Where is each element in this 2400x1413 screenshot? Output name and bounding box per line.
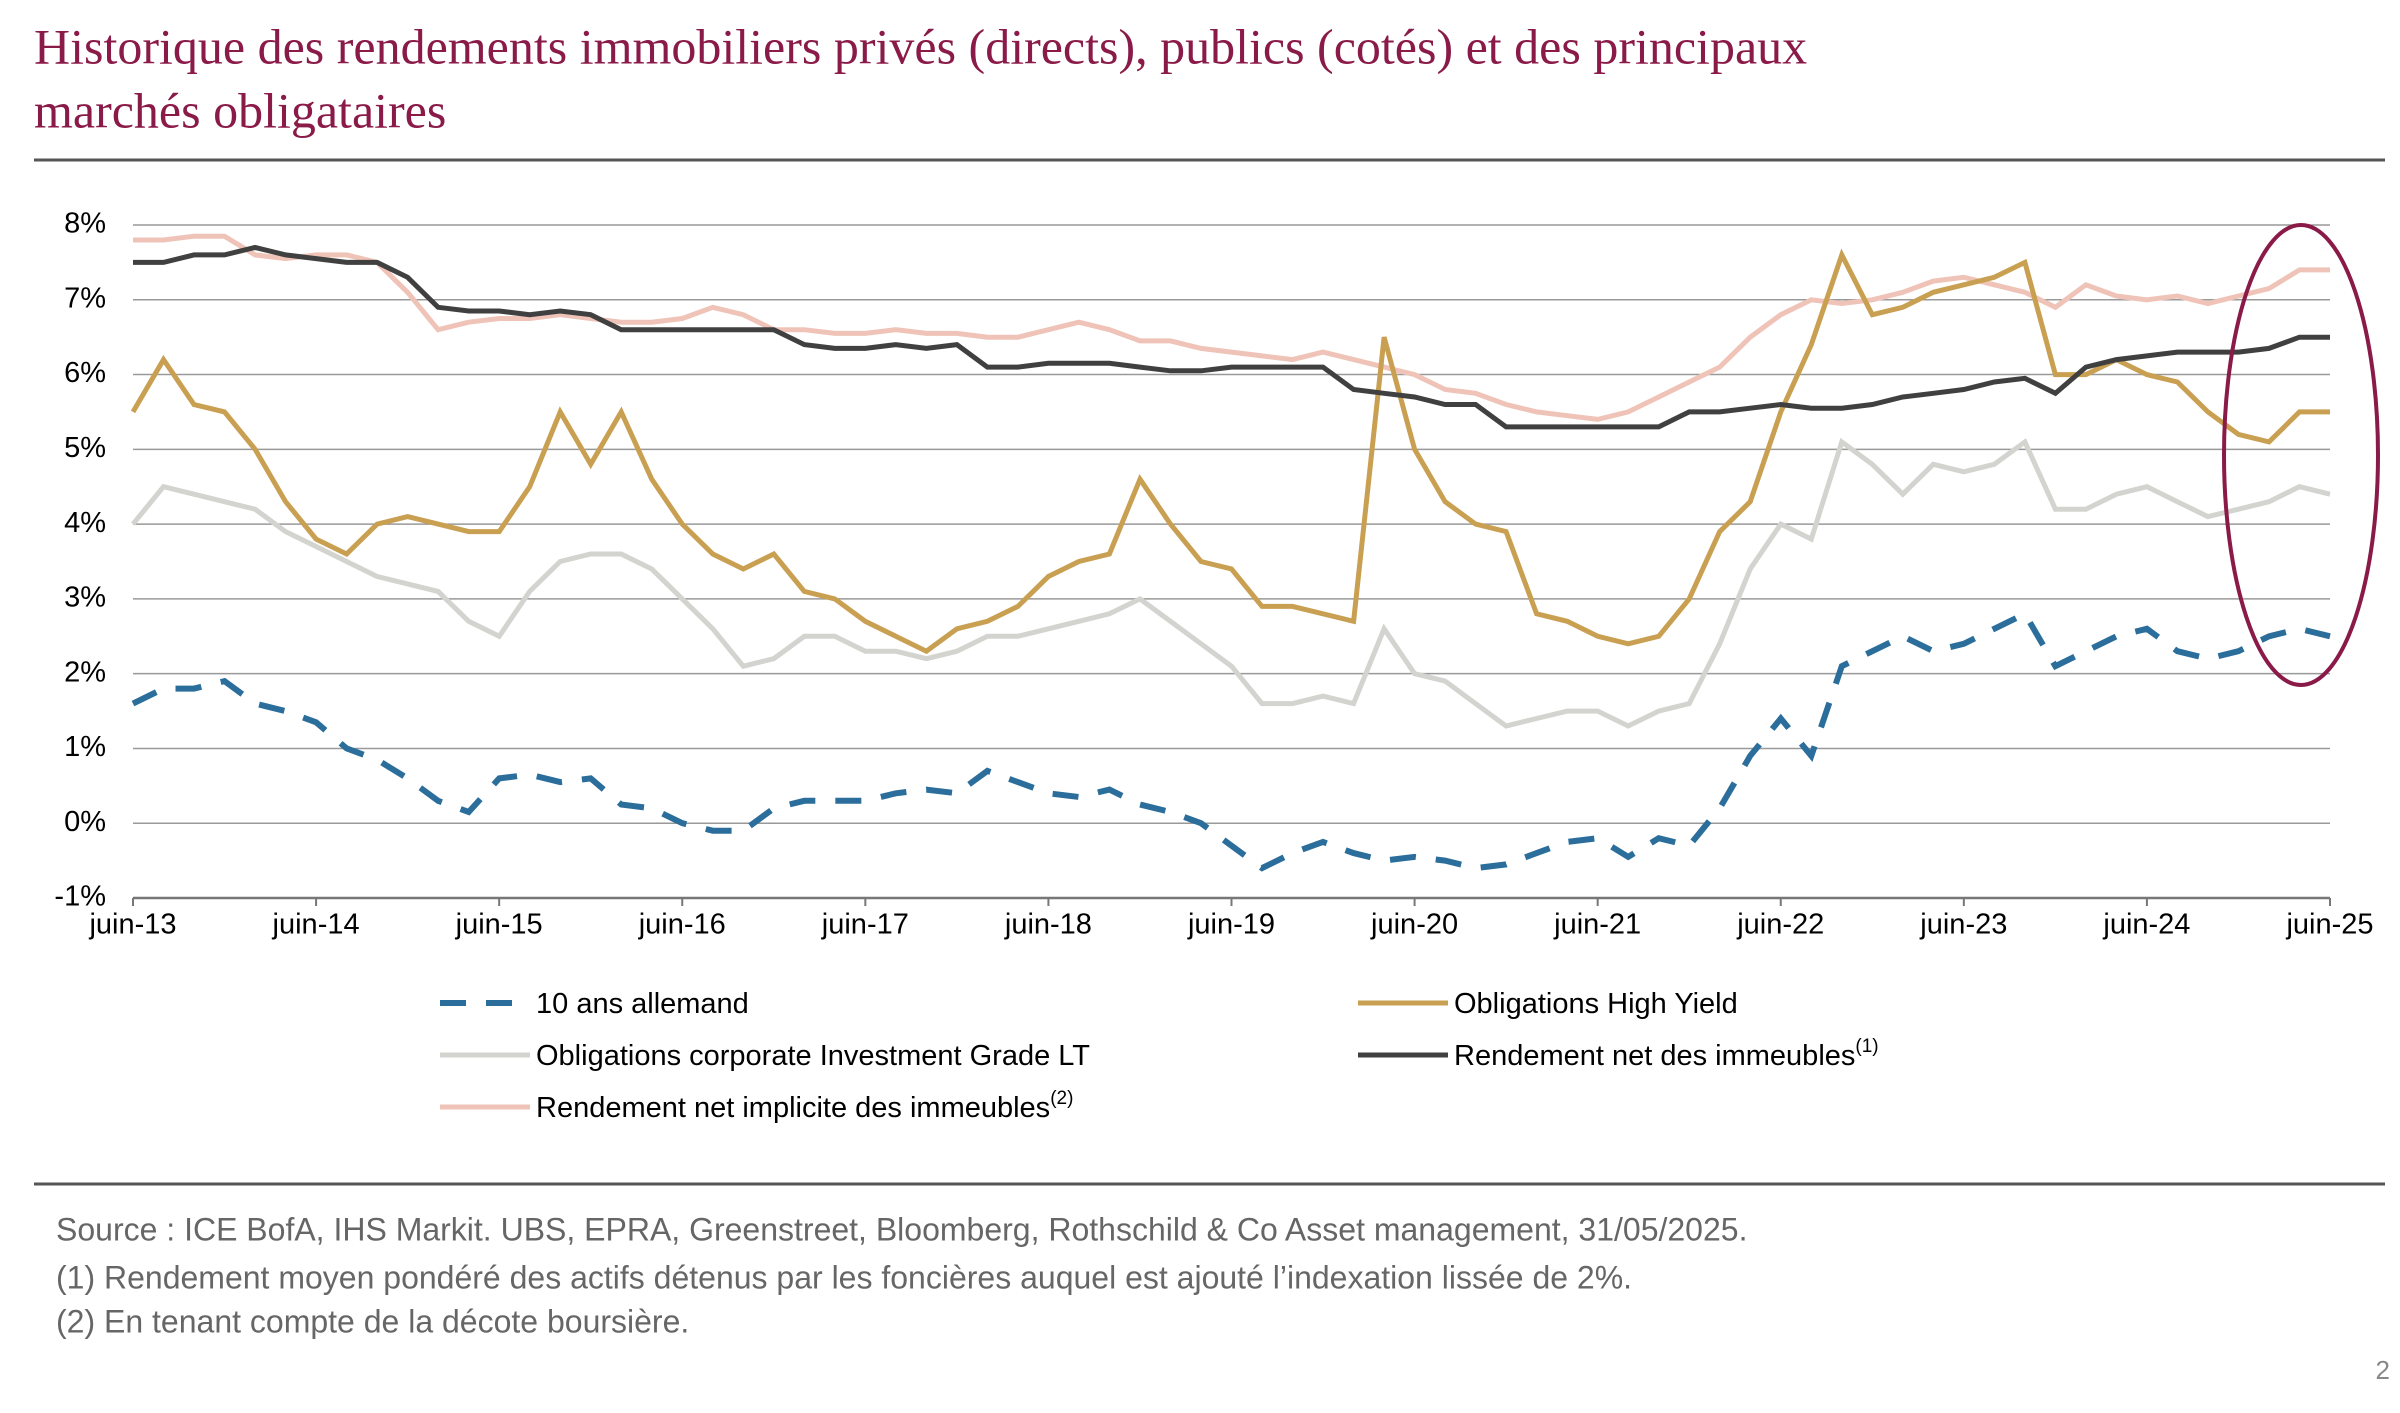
legend-name: Rendement net des immeubles — [1454, 1040, 1855, 1072]
series-line — [131, 609, 2331, 872]
series-line — [130, 248, 2330, 655]
y-tick-label: 2% — [64, 656, 106, 688]
x-tick-label: juin-23 — [1919, 909, 2007, 941]
y-tick-label: -1% — [54, 881, 106, 913]
x-tick-label: juin-22 — [1736, 909, 1824, 941]
legend-name: 10 ans allemand — [536, 988, 749, 1020]
legend-label: Rendement net implicite des immeubles(2) — [536, 1088, 1073, 1124]
footnote: (2) En tenant compte de la décote boursi… — [56, 1303, 689, 1339]
source-note: Source : ICE BofA, IHS Markit. UBS, EPRA… — [56, 1211, 1747, 1247]
title-line: marchés obligataires — [34, 82, 446, 138]
x-tick-label: juin-17 — [821, 909, 909, 941]
legend-label: 10 ans allemand — [536, 988, 749, 1020]
title-line: Historique des rendements immobiliers pr… — [34, 18, 1807, 74]
y-tick-label: 8% — [64, 208, 106, 240]
y-tick-label: 6% — [64, 357, 106, 389]
series-line — [133, 244, 2330, 430]
y-tick-label: 1% — [64, 731, 106, 763]
footnote: (1) Rendement moyen pondéré des actifs d… — [56, 1259, 1632, 1295]
x-tick-label: juin-20 — [1370, 909, 1458, 941]
legend-name: Rendement net implicite des immeubles — [536, 1092, 1050, 1124]
legend-name: Obligations High Yield — [1454, 988, 1738, 1020]
x-tick-label: juin-15 — [455, 909, 543, 941]
legend-note: (2) — [1050, 1088, 1073, 1109]
legend-note: (1) — [1855, 1036, 1878, 1057]
legend-name: Obligations corporate Investment Grade L… — [536, 1040, 1090, 1072]
x-tick-label: juin-25 — [2285, 909, 2373, 941]
x-tick-label: juin-19 — [1187, 909, 1275, 941]
x-tick-label: juin-13 — [88, 909, 176, 941]
legend-label: Obligations High Yield — [1454, 988, 1738, 1020]
y-tick-label: 3% — [64, 582, 106, 614]
x-tick-label: juin-24 — [2102, 909, 2190, 941]
highlight-ellipse — [2222, 223, 2380, 687]
series-line — [133, 233, 2330, 422]
x-tick-label: juin-14 — [272, 909, 360, 941]
x-tick-label: juin-16 — [638, 909, 726, 941]
y-tick-label: 7% — [64, 282, 106, 314]
y-tick-label: 4% — [64, 507, 106, 539]
y-tick-label: 0% — [64, 806, 106, 838]
page-number: 2 — [2376, 1355, 2390, 1385]
legend-label: Rendement net des immeubles(1) — [1454, 1036, 1879, 1072]
y-tick-label: 5% — [64, 432, 106, 464]
series-line — [131, 437, 2331, 729]
legend-label: Obligations corporate Investment Grade L… — [536, 1040, 1090, 1072]
x-tick-label: juin-18 — [1004, 909, 1092, 941]
x-tick-label: juin-21 — [1553, 909, 1641, 941]
